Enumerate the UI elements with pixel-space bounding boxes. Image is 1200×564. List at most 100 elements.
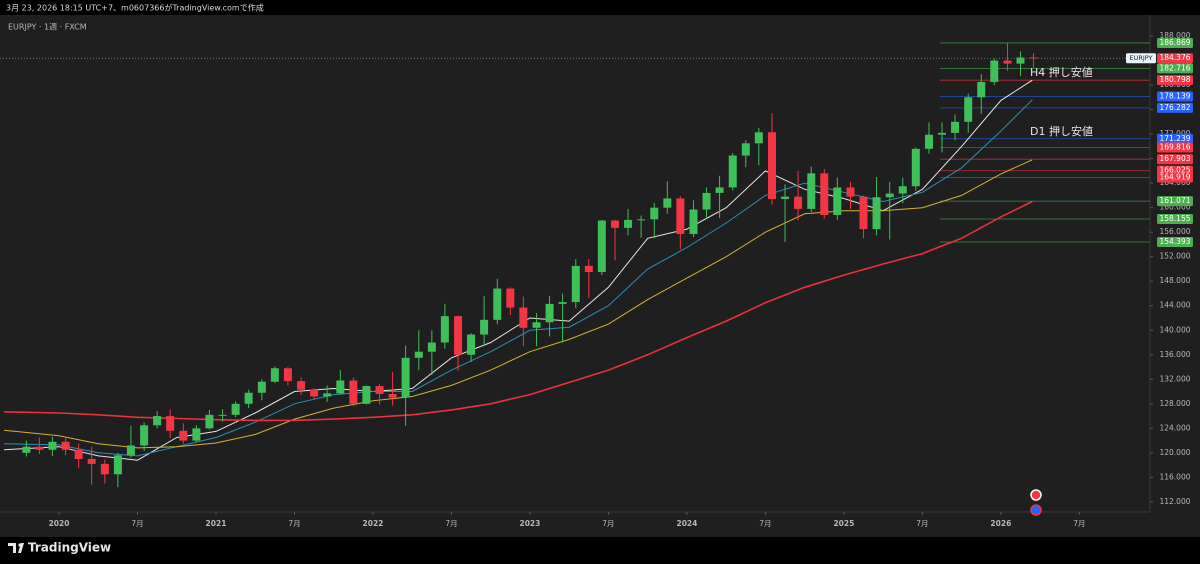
candle-body — [480, 319, 489, 335]
level-label: 171.239 — [1159, 134, 1190, 143]
moving-average — [4, 200, 1033, 422]
candle-body — [820, 173, 829, 216]
candle-body — [571, 265, 580, 303]
candle-body — [440, 316, 449, 343]
candle-body — [48, 441, 57, 450]
candle-body — [938, 132, 947, 135]
candle-body — [310, 389, 319, 397]
candle-body — [715, 187, 724, 193]
y-tick-label: 132.000 — [1159, 374, 1190, 383]
candle-body — [257, 381, 266, 393]
candle-body — [911, 148, 920, 187]
x-tick-label: 7月 — [602, 519, 614, 528]
candle-body — [794, 196, 803, 209]
x-tick-label: 2022 — [363, 519, 384, 528]
candle-body — [545, 303, 554, 323]
candle-body — [650, 207, 659, 220]
level-label-box — [1157, 154, 1193, 165]
candle-body — [323, 393, 332, 397]
y-tick-label: 128.000 — [1159, 399, 1190, 408]
caption: 3月 23, 2026 18:15 UTC+7、m0607366がTrading… — [6, 3, 264, 13]
candle-body — [859, 196, 868, 230]
level-label: 182.716 — [1159, 63, 1190, 72]
level-label: 184.376 — [1159, 53, 1190, 62]
y-tick-label: 172.000 — [1159, 129, 1190, 138]
candle-body — [454, 316, 463, 355]
x-tick-label: 7月 — [288, 519, 300, 528]
level-label-box — [1157, 142, 1193, 153]
x-tick-label: 2024 — [676, 519, 697, 528]
moving-average — [4, 99, 1033, 457]
chart-panel — [0, 15, 1200, 537]
symbol-tag: EURJPY — [1129, 54, 1152, 62]
y-tick-label: 116.000 — [1159, 472, 1190, 481]
candle-body — [702, 192, 711, 210]
candle-body — [754, 132, 763, 144]
candle-body — [532, 322, 541, 328]
moving-average — [4, 159, 1033, 449]
event-icon[interactable] — [1030, 504, 1042, 516]
level-label-box — [1157, 133, 1193, 144]
y-tick-label: 112.000 — [1159, 497, 1190, 506]
candle-body — [663, 198, 672, 208]
candle-body — [205, 414, 214, 429]
symbol-tag-box — [1126, 53, 1156, 64]
level-label: 176.282 — [1159, 103, 1190, 112]
candle-body — [113, 455, 122, 475]
candle-body — [728, 155, 737, 188]
level-label: 158.155 — [1159, 214, 1190, 223]
level-label: 180.798 — [1159, 75, 1190, 84]
y-tick-label: 148.000 — [1159, 276, 1190, 285]
x-tick-label: 7月 — [1073, 519, 1085, 528]
candle-body — [597, 220, 606, 273]
level-label-box — [1157, 237, 1193, 248]
candle-body — [467, 334, 476, 355]
candle-body — [35, 446, 44, 450]
candle-body — [924, 134, 933, 149]
candle-body — [637, 219, 646, 221]
level-label: 167.903 — [1159, 154, 1190, 163]
y-tick-label: 124.000 — [1159, 423, 1190, 432]
level-label-box — [1157, 213, 1193, 224]
y-tick-label: 144.000 — [1159, 301, 1190, 310]
level-label-box — [1157, 196, 1193, 207]
level-label-box — [1157, 75, 1193, 86]
level-label-box — [1157, 53, 1193, 64]
level-label: 161.071 — [1159, 196, 1190, 205]
candle-body — [768, 132, 777, 200]
candle-body — [885, 193, 894, 198]
x-tick-label: 7月 — [445, 519, 457, 528]
candle-body — [283, 368, 292, 382]
y-tick-label: 160.000 — [1159, 203, 1190, 212]
x-tick-label: 7月 — [916, 519, 928, 528]
level-label-box — [1157, 37, 1193, 48]
candle-body — [87, 458, 96, 464]
annotation: H4 押し安値 — [1030, 65, 1093, 79]
y-tick-label: 136.000 — [1159, 350, 1190, 359]
candle-body — [872, 197, 881, 230]
candle-body — [153, 416, 162, 426]
candle-body — [1016, 57, 1025, 64]
candle-body — [61, 441, 70, 450]
brand-logo — [8, 543, 24, 553]
level-label: 178.139 — [1159, 91, 1190, 100]
symbol-title: EURJPY · 1週 · FXCM — [8, 22, 87, 32]
y-tick-label: 140.000 — [1159, 325, 1190, 334]
candle-body — [781, 196, 790, 200]
event-icon[interactable] — [1030, 489, 1042, 501]
y-tick-label: 152.000 — [1159, 252, 1190, 261]
candle-body — [493, 288, 502, 320]
x-tick-label: 2020 — [49, 519, 70, 528]
candle-body — [951, 121, 960, 133]
candle-body — [231, 403, 240, 415]
candle-body — [584, 265, 593, 273]
x-tick-label: 2021 — [206, 519, 227, 528]
candle-body — [977, 81, 986, 98]
candle-body — [427, 342, 436, 352]
candle-body — [846, 187, 855, 197]
level-label: 186.869 — [1159, 38, 1190, 47]
candle-body — [270, 368, 279, 382]
candle-body — [362, 386, 371, 404]
